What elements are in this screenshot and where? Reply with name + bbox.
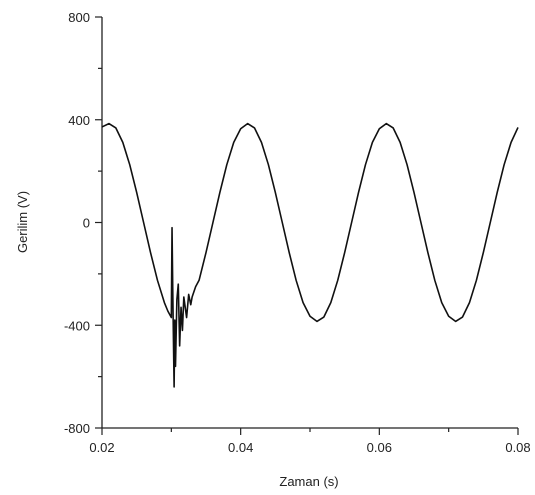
x-tick-label: 0.02 <box>89 440 114 455</box>
voltage-line <box>101 122 519 388</box>
plot-axes <box>101 17 518 429</box>
axis-tick-labels: -800 -400 0 400 800 0.02 0.04 0.06 0.08 <box>64 10 531 455</box>
y-tick-label: 400 <box>68 113 90 128</box>
x-tick-label: 0.08 <box>505 440 530 455</box>
x-axis-title: Zaman (s) <box>279 474 338 489</box>
y-axis-title: Gerilim (V) <box>15 191 30 253</box>
y-tick-label: -400 <box>64 318 90 333</box>
y-tick-label: -800 <box>64 421 90 436</box>
y-tick-label: 800 <box>68 10 90 25</box>
x-tick-label: 0.04 <box>228 440 253 455</box>
x-tick-label: 0.06 <box>367 440 392 455</box>
y-tick-label: 0 <box>83 216 90 231</box>
axis-ticks <box>95 16 519 435</box>
